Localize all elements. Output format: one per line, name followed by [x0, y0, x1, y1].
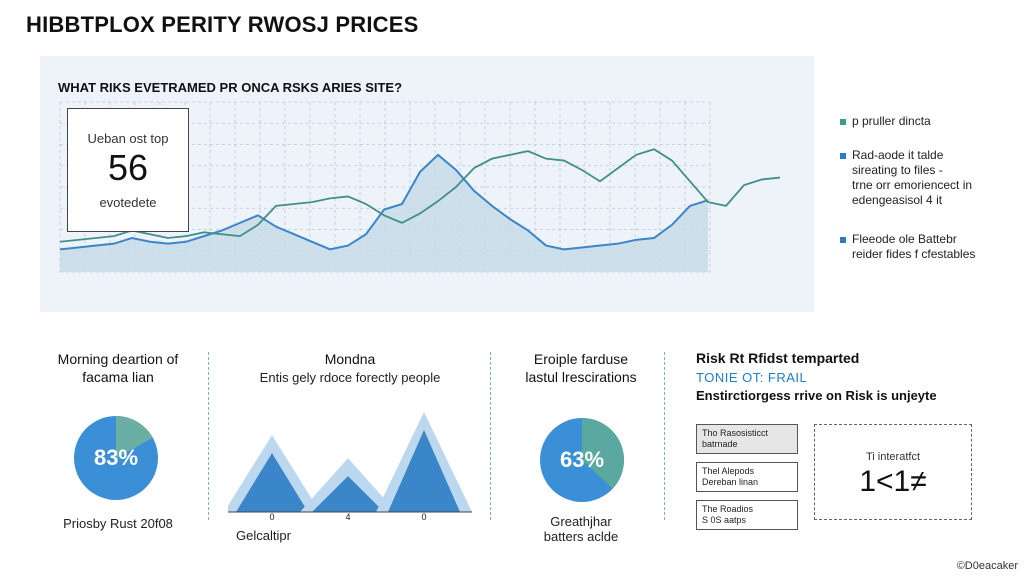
legend-text: Rad-aode it talde sireating to files - t…	[852, 148, 973, 207]
col1-title: Morning deartion of facama lian	[57, 351, 179, 385]
legend-text: p pruller dincta	[852, 114, 931, 128]
col3-pie: 63%	[538, 416, 626, 504]
divider	[490, 352, 491, 520]
risk-box-1: Tho Rasosisticct batrnade	[696, 424, 798, 454]
line-series	[59, 148, 781, 243]
mountain-tick-label: 4	[345, 512, 350, 520]
pie-slice-rest	[582, 418, 624, 489]
col2-mountain-chart: 0 4 0	[228, 412, 472, 520]
area-series-line	[59, 153, 709, 251]
col2-axis-label: Gelcaltipr	[236, 528, 291, 543]
col1-pie-label: 83%	[93, 445, 139, 470]
col3-title: Eroiple farduse lastul lrescirations	[525, 351, 637, 385]
legend-text: Fleeode ole Battebr reider fides f cfest…	[852, 232, 976, 261]
main-chart-heading: WHAT RIKS EVETRAMED PR ONCA RSKS ARIES S…	[58, 80, 403, 95]
risk-title: Risk Rt Rfidst temparted	[696, 350, 860, 366]
callout-value: 56	[107, 147, 149, 188]
big-box-label: Ti interatfct	[866, 451, 920, 463]
risk-box-2: Thel Alepods Dereban linan	[696, 462, 798, 492]
col3-footer: Greathjhar batters aclde	[543, 514, 619, 544]
divider	[208, 352, 209, 520]
legend-marker	[840, 153, 846, 159]
legend-marker	[840, 119, 846, 125]
col3-pie-label: 63%	[559, 447, 605, 472]
risk-subtitle: TONIE OT: FRAIL	[696, 370, 808, 385]
mountain-front	[388, 430, 460, 512]
mountain-tick-label: 0	[269, 512, 274, 520]
legend-item-3: Fleeode ole Battebr reider fides f cfest…	[840, 232, 1020, 264]
mountain-front	[236, 453, 308, 512]
divider	[664, 352, 665, 520]
col2-title: Mondna	[324, 351, 376, 367]
big-box-value: 1<1≠	[859, 465, 927, 498]
col1-pie-chart	[74, 416, 158, 500]
mountain-tick-label: 0	[421, 512, 426, 520]
page-title: HIBBTPLOX PERITY RWOSJ PRICES	[26, 12, 419, 37]
callout-box: Ueban ost top 56 evotedete	[67, 108, 189, 232]
risk-box-3: The Roadios S 0S aatps	[696, 500, 798, 530]
legend-item-2: Rad-aode it talde sireating to files - t…	[840, 148, 1020, 210]
pie-slice-rest	[116, 416, 153, 458]
main-area-chart	[59, 101, 781, 273]
col3-pie-chart	[540, 418, 624, 502]
area-fill	[60, 154, 708, 272]
callout-label: Ueban ost top	[87, 131, 169, 146]
risk-big-box: Ti interatfct 1<1≠	[814, 424, 972, 520]
footer-note: ©D0eacaker	[956, 560, 1018, 572]
callout-sublabel: evotedete	[99, 195, 157, 210]
legend-marker	[840, 237, 846, 243]
risk-description: Enstirctiorgess rrive on Risk is unjeyte	[696, 388, 937, 403]
col2-subtitle: Entis gely rdoce forectly people	[259, 370, 441, 385]
col1-pie: 83%	[72, 414, 160, 502]
col1-footer: Priosby Rust 20f08	[63, 516, 173, 531]
mountain-front	[312, 476, 384, 512]
legend-item-1: p pruller dincta	[840, 114, 1020, 130]
